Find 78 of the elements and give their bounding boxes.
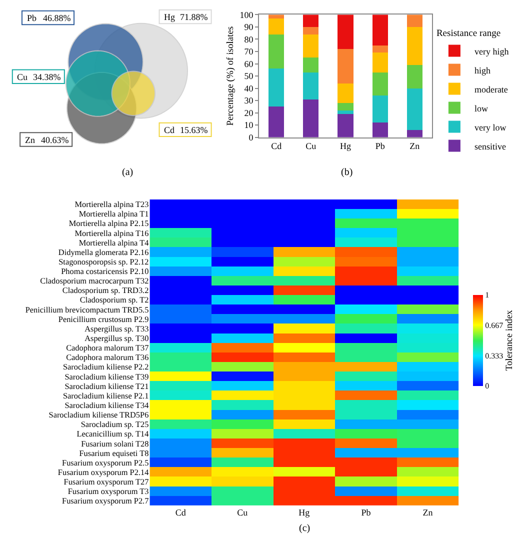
category-label: Cu xyxy=(17,72,28,82)
y-tick-label: 70 xyxy=(244,46,254,57)
y-tick-label: 10 xyxy=(244,120,254,130)
data-label: 34.38% xyxy=(33,72,62,82)
data-label: 40.63% xyxy=(41,135,70,145)
y-tick-label: Aspergillus sp. T30 xyxy=(84,334,149,344)
category-label: Hg xyxy=(164,12,176,22)
category-label: Cd xyxy=(164,125,176,135)
y-tick-label: Mortierella alpina T16 xyxy=(74,228,149,238)
y-tick-label: Aspergillus sp. T33 xyxy=(84,324,149,334)
x-tick-label: Hg xyxy=(298,508,310,518)
y-tick-label: 30 xyxy=(244,96,254,106)
y-tick-label: Cadophora malorum T36 xyxy=(66,353,149,362)
y-tick-label: Cladosporium sp. TRD3.2 xyxy=(62,286,149,296)
category-label: Pb xyxy=(27,13,38,23)
y-tick-label: 80 xyxy=(244,34,254,44)
y-tick-label: Penicillium brevicompactum TRD5.5 xyxy=(25,305,149,314)
y-tick-label: Cladosporium sp. T2 xyxy=(80,296,149,305)
x-tick-label: Pb xyxy=(375,141,386,152)
y-tick-label: Stagonosporopsis sp. P2.12 xyxy=(58,257,149,266)
y-tick-label: Phoma costaricensis P2.10 xyxy=(61,267,149,276)
legend-title: Resistance range xyxy=(436,29,501,40)
y-tick-label: Fusarium oxysporum P2.7 xyxy=(62,496,149,506)
legend-label: sensitive xyxy=(474,141,506,152)
data-label: 46.88% xyxy=(43,13,72,23)
y-tick-label: Sarocladium kiliense T39 xyxy=(64,372,149,382)
y-tick-label: Mortierella alpina P2.15 xyxy=(68,219,149,228)
color-bar-title: Tolerance index xyxy=(505,310,516,371)
y-tick-label: Fusarium solani T28 xyxy=(81,439,149,448)
color-bar-label: 1 xyxy=(485,290,490,300)
x-tick-label: Cu xyxy=(237,508,248,518)
text: (b) xyxy=(341,167,353,178)
y-tick-label: 90 xyxy=(244,22,254,32)
y-tick-label: 60 xyxy=(244,58,254,69)
x-tick-label: Cd xyxy=(175,508,186,518)
y-tick-label: Sarocladium kiliense P2.2 xyxy=(62,362,149,372)
y-tick-label: Fusarium oxysporum T3 xyxy=(68,487,149,496)
y-tick-label: 40 xyxy=(244,83,254,94)
y-tick-label: Sarocladium kiliense TRD5P6 xyxy=(48,410,149,420)
y-tick-label: Cadophora malorum T37 xyxy=(66,344,149,353)
y-tick-label: Fusarium equiseti T8 xyxy=(79,448,149,458)
y-tick-label: 0 xyxy=(248,132,254,142)
legend-label: very low xyxy=(474,122,507,132)
y-axis-title: Percentage (%) of isolates xyxy=(226,26,236,126)
x-tick-label: Zn xyxy=(422,508,434,518)
legend-label: very high xyxy=(474,46,510,56)
text: (c) xyxy=(299,523,310,534)
y-tick-label: Sarocladium sp. T25 xyxy=(80,420,149,430)
y-tick-label: Sarocladium kiliense T21 xyxy=(64,382,149,391)
y-tick-label: Mortierella alpina T4 xyxy=(78,238,149,248)
y-tick-label: Lecanicillium sp. T14 xyxy=(76,430,149,439)
legend-label: low xyxy=(474,103,488,114)
x-tick-label: Cu xyxy=(306,141,317,152)
y-tick-label: Sarocladium kiliense P2.1 xyxy=(62,391,149,400)
y-tick-label: Penicillium crustosum P2.9 xyxy=(58,314,149,324)
x-tick-label: Hg xyxy=(340,141,352,152)
x-tick-label: Pb xyxy=(361,508,372,518)
legend-label: high xyxy=(474,65,491,76)
y-tick-label: 20 xyxy=(244,108,254,118)
color-bar-label: 0 xyxy=(485,382,490,391)
y-tick-label: Cladosporium macrocarpum T32 xyxy=(40,276,149,286)
text: (a) xyxy=(122,167,134,178)
x-tick-label: Zn xyxy=(410,141,420,152)
y-tick-label: Fusarium oxysporum P2.5 xyxy=(62,458,149,468)
color-bar-label: 0.667 xyxy=(485,320,504,330)
y-tick-label: Fusarium oxysporum T27 xyxy=(64,478,149,487)
color-bar-label: 0.333 xyxy=(485,351,504,360)
legend-label: moderate xyxy=(474,84,508,94)
x-tick-label: Cd xyxy=(271,141,282,152)
data-label: 15.63% xyxy=(180,125,208,135)
y-tick-label: Sarocladium kiliense T34 xyxy=(64,400,149,410)
y-tick-label: 50 xyxy=(244,71,254,82)
y-tick-label: Fusarium oxysporum P2.14 xyxy=(58,468,149,477)
y-tick-label: Mortierella alpina T23 xyxy=(74,200,149,210)
y-tick-label: 100 xyxy=(240,10,254,20)
y-tick-label: Didymella glomerata P2.16 xyxy=(58,248,149,257)
y-tick-label: Mortierella alpina T1 xyxy=(78,210,149,219)
data-label: 71.88% xyxy=(180,12,208,22)
